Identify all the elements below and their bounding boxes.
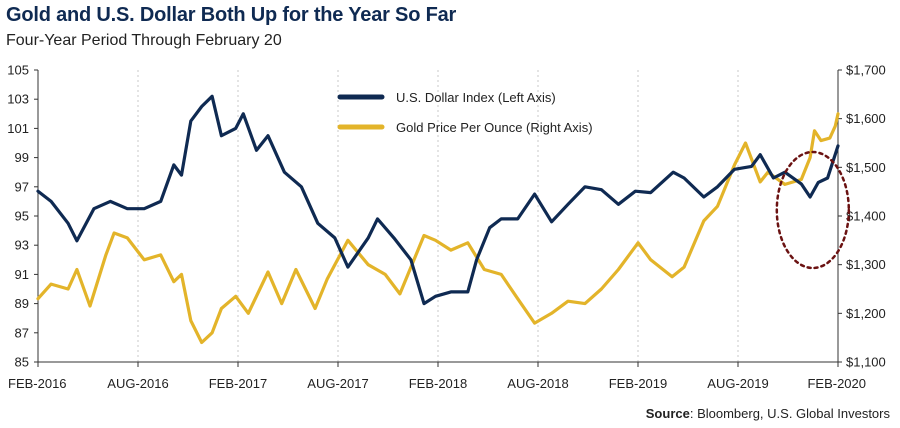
source-note: Source: Bloomberg, U.S. Global Investors bbox=[646, 406, 890, 421]
left-tick-label: 87 bbox=[15, 325, 29, 340]
highlight-ellipse bbox=[775, 150, 851, 270]
right-tick-label: $1,400 bbox=[846, 209, 886, 224]
chart-title: Gold and U.S. Dollar Both Up for the Yea… bbox=[6, 4, 457, 26]
left-tick-label: 85 bbox=[15, 355, 29, 370]
legend: U.S. Dollar Index (Left Axis) Gold Price … bbox=[337, 90, 593, 135]
gold-price-line bbox=[36, 112, 840, 345]
left-tick-label: 103 bbox=[7, 92, 29, 107]
right-tick-label: $1,300 bbox=[846, 257, 886, 272]
right-tick-label: $1,100 bbox=[846, 355, 886, 370]
grid-lines bbox=[137, 70, 739, 362]
x-tick-label: AUG-2016 bbox=[107, 376, 168, 391]
left-tick-label: 95 bbox=[15, 209, 29, 224]
x-tick-label: FEB-2019 bbox=[609, 376, 668, 391]
right-tick-label: $1,700 bbox=[846, 63, 886, 78]
right-tick-label: $1,600 bbox=[846, 111, 886, 126]
x-tick-label: FEB-2017 bbox=[209, 376, 268, 391]
left-tick-label: 91 bbox=[15, 267, 29, 282]
chart-axes bbox=[34, 69, 842, 367]
chart-subtitle: Four-Year Period Through February 20 bbox=[6, 32, 282, 49]
source-text: : Bloomberg, U.S. Global Investors bbox=[689, 406, 890, 421]
x-tick-label: FEB-2018 bbox=[409, 376, 468, 391]
left-tick-label: 99 bbox=[15, 150, 29, 165]
right-tick-label: $1,500 bbox=[846, 160, 886, 175]
left-tick-label: 97 bbox=[15, 179, 29, 194]
right-tick-label: $1,200 bbox=[846, 306, 886, 321]
x-tick-label: FEB-2016 bbox=[8, 376, 67, 391]
left-axis-ticks: 85 87 89 91 93 95 97 99 101 103 105 bbox=[7, 63, 29, 370]
series-layer bbox=[36, 94, 840, 345]
annotation-ellipse bbox=[775, 150, 851, 270]
left-tick-label: 93 bbox=[15, 238, 29, 253]
x-tick-label: AUG-2017 bbox=[307, 376, 368, 391]
x-tick-label: FEB-2020 bbox=[807, 376, 866, 391]
source-label: Source bbox=[645, 406, 690, 421]
left-tick-label: 105 bbox=[7, 63, 29, 78]
legend-label-dollar: U.S. Dollar Index (Left Axis) bbox=[396, 90, 556, 105]
x-tick-label: AUG-2019 bbox=[707, 376, 768, 391]
right-axis-ticks: $1,100 $1,200 $1,300 $1,400 $1,500 $1,600 $1,7… bbox=[846, 63, 886, 370]
x-tick-label: AUG-2018 bbox=[507, 376, 568, 391]
left-tick-label: 89 bbox=[15, 296, 29, 311]
left-tick-label: 101 bbox=[7, 121, 29, 136]
dollar-index-line bbox=[36, 94, 840, 306]
x-axis-ticks: FEB-2016 AUG-2016 FEB-2017 AUG-2017 FEB-2018… bbox=[8, 376, 866, 391]
legend-label-gold: Gold Price Per Ounce (Right Axis) bbox=[396, 120, 593, 135]
